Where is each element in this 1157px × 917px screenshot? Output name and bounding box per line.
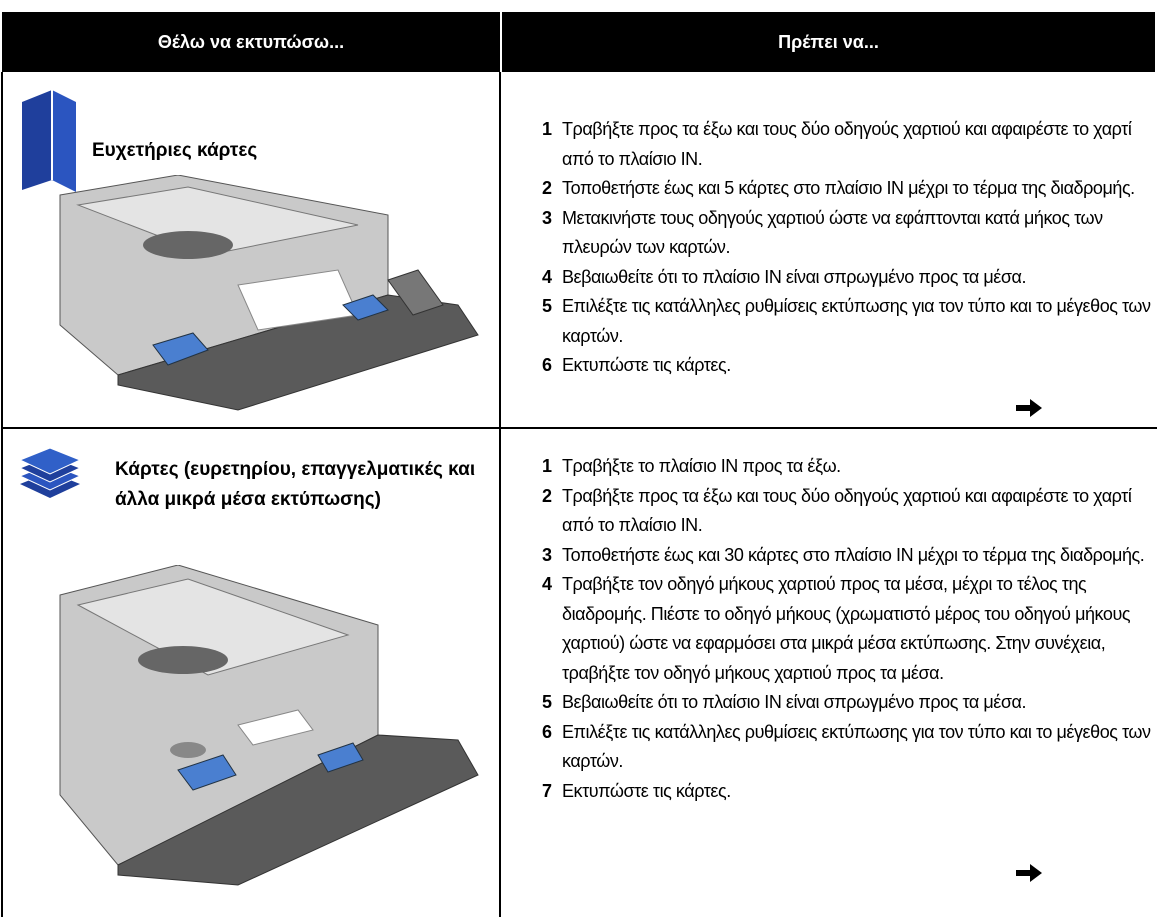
- step: 4 Τραβήξτε τον οδηγό μήκους χαρτιού προς …: [542, 570, 1152, 688]
- step: 2 Τραβήξτε προς τα έξω και τους δύο οδηγο…: [542, 482, 1152, 541]
- step: 3 Τοποθετήστε έως και 30 κάρτες στο πλαίσ…: [542, 541, 1152, 571]
- step: 2 Τοποθετήστε έως και 5 κάρτες στο πλαίσι…: [542, 174, 1152, 204]
- step-number: 3: [542, 207, 552, 228]
- step-list: 1 Τραβήξτε προς τα έξω και τους δύο οδηγο…: [542, 115, 1152, 381]
- next-arrow: [1016, 399, 1042, 417]
- step: 6 Εκτυπώστε τις κάρτες.: [542, 351, 1152, 381]
- step-text: Βεβαιωθείτε ότι το πλαίσιο IN είναι σπρω…: [562, 266, 1027, 287]
- printer-illustration: [59, 175, 479, 411]
- stack-icon: [18, 447, 82, 498]
- step: 4 Βεβαιωθείτε ότι το πλαίσιο IN είναι σπρ…: [542, 263, 1152, 293]
- step-text: Εκτυπώστε τις κάρτες.: [562, 780, 731, 801]
- step-text: Μετακινήστε τους οδηγούς χαρτιού ώστε να…: [562, 207, 1103, 258]
- step-number: 4: [542, 574, 552, 594]
- step-text: Τραβήξτε τον οδηγό μήκους χαρτιού προς τ…: [562, 574, 1131, 683]
- step-text: Βεβαιωθείτε ότι το πλαίσιο IN είναι σπρω…: [562, 692, 1027, 712]
- step-text: Τραβήξτε προς τα έξω και τους δύο οδηγού…: [562, 119, 1132, 169]
- step-text: Τοποθετήστε έως και 30 κάρτες στο πλαίσι…: [562, 544, 1145, 565]
- step-text: Τραβήξτε προς τα έξω και τους δύο οδηγού…: [562, 485, 1132, 536]
- step-text: Εκτυπώστε τις κάρτες.: [562, 355, 731, 375]
- step-number: 1: [542, 456, 552, 476]
- step-number: 5: [542, 296, 552, 316]
- step: 1 Τραβήξτε το πλαίσιο IN προς τα έξω.: [542, 452, 1152, 482]
- step-number: 6: [542, 355, 552, 375]
- step: 7 Εκτυπώστε τις κάρτες.: [542, 777, 1152, 807]
- step-number: 2: [542, 178, 552, 198]
- row-title: Ευχετήριες κάρτες: [92, 140, 258, 161]
- step-number: 2: [542, 485, 552, 506]
- step: 5 Επιλέξτε τις κατάλληλες ρυθμίσεις εκτύπ…: [542, 292, 1152, 351]
- step-number: 7: [542, 780, 552, 801]
- step-text: Επιλέξτε τις κατάλληλες ρυθμίσεις εκτύπω…: [562, 296, 1151, 346]
- card-icon: [22, 90, 76, 192]
- step: 3 Μετακινήστε τους οδηγούς χαρτιού ώστε ν…: [542, 204, 1152, 263]
- step-number: 4: [542, 266, 552, 287]
- step-list: 1 Τραβήξτε το πλαίσιο IN προς τα έξω. 2 Τρα…: [542, 452, 1152, 806]
- header-text: Θέλω να εκτυπώσω...: [157, 31, 345, 52]
- step-number: 3: [542, 544, 552, 565]
- printer-illustration: [59, 565, 479, 886]
- step-number: 6: [542, 721, 552, 742]
- step-number: 1: [542, 119, 552, 139]
- step: 5 Βεβαιωθείτε ότι το πλαίσιο IN είναι σπρ…: [542, 688, 1152, 718]
- step-text: Τραβήξτε το πλαίσιο IN προς τα έξω.: [562, 456, 841, 476]
- step-number: 5: [542, 692, 552, 712]
- step: 1 Τραβήξτε προς τα έξω και τους δύο οδηγο…: [542, 115, 1152, 174]
- row-title: Κάρτες (ευρετηρίου, επαγγελματικές και ά…: [115, 459, 476, 510]
- step-text: Τοποθετήστε έως και 5 κάρτες στο πλαίσιο…: [562, 178, 1135, 198]
- header-cell: Πρέπει να...: [502, 12, 1155, 72]
- step: 6 Επιλέξτε τις κατάλληλες ρυθμίσεις εκτύπ…: [542, 718, 1152, 777]
- step-text: Επιλέξτε τις κατάλληλες ρυθμίσεις εκτύπω…: [562, 721, 1151, 772]
- header-text: Πρέπει να...: [778, 31, 879, 52]
- border: [1, 72, 3, 917]
- border: [499, 72, 501, 917]
- header-cell: Θέλω να εκτυπώσω...: [2, 12, 500, 72]
- border: [1, 427, 1157, 429]
- next-arrow: [1016, 864, 1042, 882]
